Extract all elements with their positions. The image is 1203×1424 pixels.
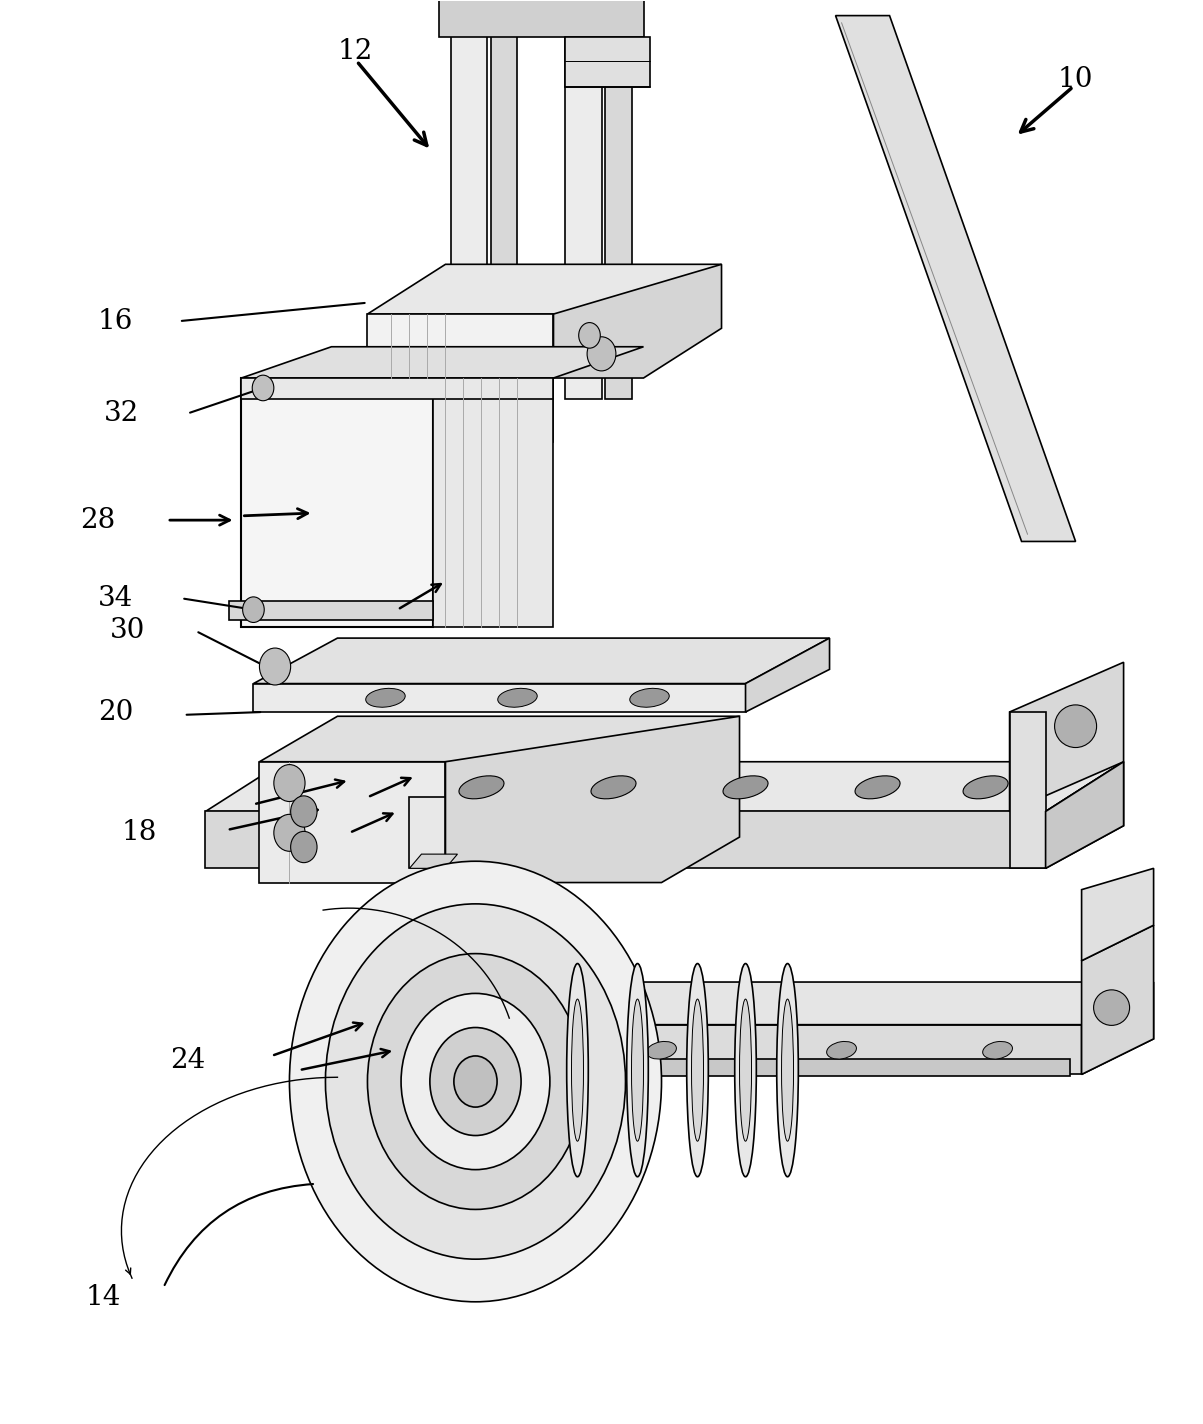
Polygon shape [254, 638, 830, 684]
Text: 34: 34 [97, 585, 134, 612]
Ellipse shape [692, 1000, 704, 1141]
Text: 12: 12 [338, 37, 373, 64]
Ellipse shape [964, 776, 1008, 799]
Polygon shape [491, 0, 517, 427]
Circle shape [274, 765, 306, 802]
Polygon shape [565, 37, 650, 87]
Polygon shape [1081, 926, 1154, 1075]
Circle shape [291, 796, 318, 827]
Text: 10: 10 [1057, 66, 1094, 93]
Polygon shape [242, 347, 644, 377]
Polygon shape [553, 265, 722, 377]
Polygon shape [451, 0, 487, 427]
Circle shape [401, 994, 550, 1169]
Polygon shape [260, 716, 740, 762]
Circle shape [587, 337, 616, 370]
Ellipse shape [687, 964, 709, 1176]
Ellipse shape [591, 776, 636, 799]
Polygon shape [409, 854, 457, 869]
Ellipse shape [632, 1000, 644, 1141]
Ellipse shape [983, 1041, 1013, 1059]
Text: 32: 32 [103, 400, 140, 427]
Ellipse shape [1055, 705, 1097, 748]
Polygon shape [746, 638, 830, 712]
Polygon shape [409, 797, 445, 869]
Polygon shape [421, 1025, 1081, 1075]
Circle shape [253, 375, 274, 400]
Polygon shape [230, 601, 433, 619]
Polygon shape [421, 983, 1154, 1025]
Ellipse shape [826, 1041, 857, 1059]
Ellipse shape [567, 964, 588, 1176]
Polygon shape [206, 812, 1045, 869]
Ellipse shape [460, 776, 504, 799]
Ellipse shape [627, 964, 648, 1176]
Polygon shape [1081, 983, 1154, 1075]
Ellipse shape [777, 964, 799, 1176]
Text: 28: 28 [79, 507, 115, 534]
Ellipse shape [647, 1041, 676, 1059]
Ellipse shape [740, 1000, 752, 1141]
Polygon shape [836, 16, 1075, 541]
Ellipse shape [366, 688, 405, 708]
Text: 30: 30 [109, 618, 146, 645]
Circle shape [367, 954, 583, 1209]
Polygon shape [1081, 869, 1154, 961]
Text: 24: 24 [170, 1047, 205, 1074]
Polygon shape [206, 762, 1124, 812]
Circle shape [579, 323, 600, 347]
Circle shape [243, 597, 265, 622]
Ellipse shape [1094, 990, 1130, 1025]
Circle shape [454, 1057, 497, 1106]
Polygon shape [445, 716, 740, 883]
Ellipse shape [571, 1000, 583, 1141]
Circle shape [326, 904, 626, 1259]
Polygon shape [254, 684, 746, 712]
Polygon shape [1009, 662, 1124, 812]
Ellipse shape [782, 1000, 794, 1141]
Ellipse shape [735, 964, 757, 1176]
Text: 16: 16 [97, 308, 134, 335]
Polygon shape [242, 377, 553, 441]
Circle shape [290, 862, 662, 1302]
Text: 14: 14 [85, 1284, 122, 1312]
Polygon shape [367, 265, 722, 315]
Circle shape [291, 832, 318, 863]
Ellipse shape [723, 776, 768, 799]
Text: 18: 18 [122, 819, 158, 846]
Circle shape [274, 815, 306, 852]
Text: 20: 20 [97, 699, 134, 725]
Polygon shape [242, 377, 553, 399]
Polygon shape [1009, 712, 1045, 869]
Ellipse shape [498, 688, 538, 708]
Polygon shape [605, 0, 632, 399]
Circle shape [429, 1028, 521, 1135]
Polygon shape [242, 377, 433, 627]
Polygon shape [439, 0, 644, 37]
Polygon shape [1045, 762, 1124, 869]
Polygon shape [1045, 762, 1124, 869]
Polygon shape [565, 0, 602, 399]
Ellipse shape [855, 776, 900, 799]
Polygon shape [433, 377, 553, 627]
Ellipse shape [629, 688, 669, 708]
Polygon shape [469, 1059, 1069, 1077]
Polygon shape [367, 315, 553, 377]
Polygon shape [260, 762, 445, 883]
Circle shape [260, 648, 291, 685]
